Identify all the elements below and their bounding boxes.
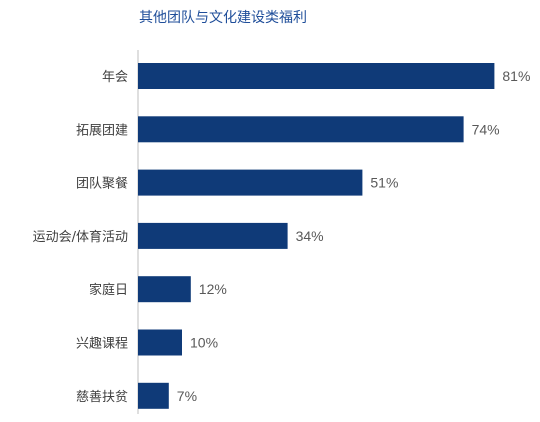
category-label: 慈善扶贫 <box>76 389 128 405</box>
bar-6 <box>138 382 169 409</box>
value-label: 10% <box>190 335 218 351</box>
bars-group: 年会 81% 拓展团建 74% 团队聚餐 51% 运动会/体育活动 34% 家庭日 12% 兴趣课程… <box>33 63 530 409</box>
category-label: 团队聚餐 <box>76 176 128 192</box>
bar-1 <box>138 116 464 143</box>
value-label: 51% <box>370 175 398 191</box>
value-label: 81% <box>502 68 530 84</box>
value-label: 34% <box>296 228 324 244</box>
value-label: 12% <box>199 281 227 297</box>
category-label: 运动会/体育活动 <box>33 229 128 245</box>
chart-title: 其他团队与文化建设类福利 <box>139 10 307 26</box>
category-label: 年会 <box>102 70 128 85</box>
category-label: 兴趣课程 <box>76 337 128 352</box>
bar-3 <box>138 222 288 249</box>
bar-2 <box>138 169 363 196</box>
bar-5 <box>138 329 182 356</box>
bar-4 <box>138 276 191 303</box>
category-label: 拓展团建 <box>76 123 128 138</box>
value-label: 7% <box>177 388 197 404</box>
value-label: 74% <box>472 121 500 137</box>
bar-0 <box>138 63 495 89</box>
category-label: 家庭日 <box>89 282 128 298</box>
